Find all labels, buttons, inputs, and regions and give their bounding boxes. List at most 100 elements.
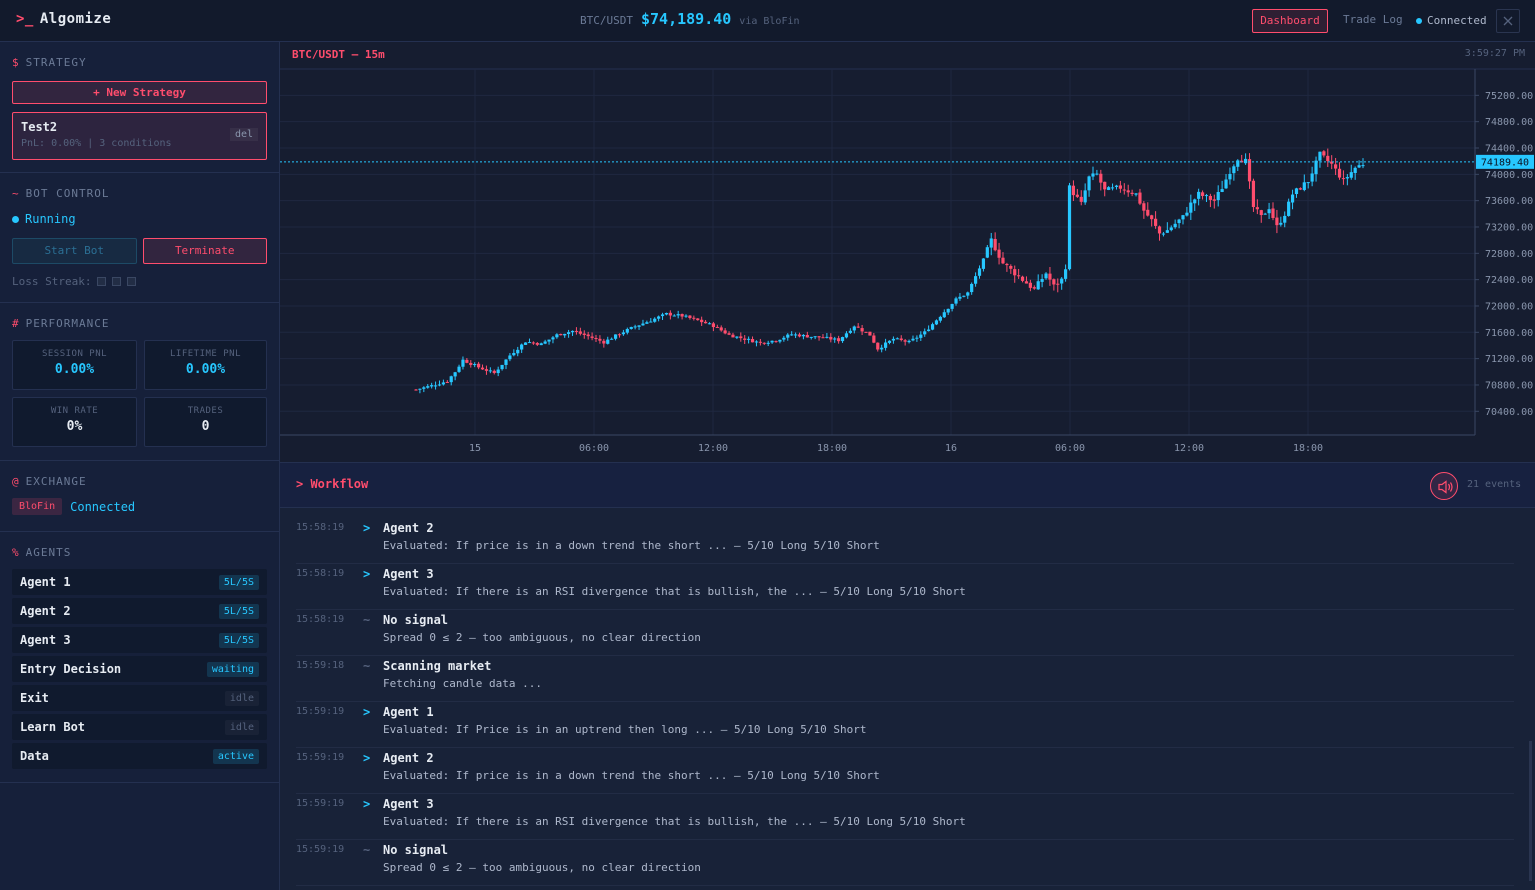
candle-body: [782, 337, 786, 340]
candle-body: [919, 334, 923, 338]
loss-streak-label: Loss Streak:: [12, 275, 92, 288]
agent-status-tag: 5L/5S: [218, 603, 259, 619]
chevron-right-icon: >: [363, 751, 371, 765]
candle-body: [1005, 263, 1009, 266]
event-time: 15:58:19: [296, 568, 345, 579]
agent-row[interactable]: Exit idle: [12, 685, 267, 711]
candle-body: [672, 315, 676, 317]
candle-body: [715, 326, 719, 328]
bot-control-section: ~ BOT CONTROL Running Start Bot Terminate…: [0, 173, 279, 303]
candle-body: [927, 329, 931, 332]
agent-row[interactable]: Entry Decision waiting: [12, 656, 267, 682]
candle-body: [1337, 168, 1342, 178]
app-logo[interactable]: >_ Algomize: [16, 11, 111, 27]
candle-body: [1150, 215, 1154, 220]
workflow-event: 15:59:19 > Agent 2 Evaluated: If price is i…: [296, 748, 1514, 794]
dashboard-button[interactable]: Dashboard: [1252, 9, 1328, 33]
candle-body: [719, 327, 723, 331]
exchange-heading: @ EXCHANGE: [12, 475, 267, 488]
agent-row[interactable]: Learn Bot idle: [12, 714, 267, 740]
candle-body: [1330, 161, 1334, 164]
candle-body: [1110, 187, 1115, 189]
agent-name: Exit: [20, 691, 49, 705]
candle-body: [1134, 193, 1138, 195]
candle-body: [750, 339, 755, 343]
agent-row[interactable]: Agent 2 5L/5S: [12, 598, 267, 624]
candle-body: [821, 337, 825, 339]
candle-body: [516, 349, 520, 354]
candle-body: [1349, 172, 1353, 178]
candle-body: [567, 332, 571, 335]
candle-body: [512, 353, 516, 356]
candle-body: [1200, 192, 1205, 196]
ticker-price: $74,189.40: [640, 10, 732, 28]
candle-body: [547, 339, 551, 342]
event-title: Agent 2: [383, 751, 434, 765]
y-tick-label: 74000.00: [1485, 170, 1533, 181]
delete-strategy-button[interactable]: del: [229, 128, 258, 141]
candle-body: [993, 238, 997, 251]
candle-body: [696, 318, 700, 321]
y-tick-label: 72000.00: [1485, 301, 1533, 312]
candle-body: [645, 322, 649, 324]
candle-body: [700, 319, 704, 323]
candle-body: [602, 340, 606, 344]
strategy-card[interactable]: Test2 PnL: 0.00% | 3 conditions del: [12, 112, 267, 160]
candlestick-chart[interactable]: 75200.00 74800.00 74400.00 74000.00 73600.00…: [280, 42, 1535, 462]
workflow-scrollbar[interactable]: [1529, 741, 1532, 881]
candle-body: [1314, 160, 1318, 175]
candle-body: [625, 329, 629, 333]
candle-body: [570, 330, 575, 333]
candle-body: [797, 334, 802, 337]
candle-body: [1232, 166, 1236, 174]
candle-body: [610, 338, 614, 340]
candle-body: [484, 369, 489, 371]
candle-body: [1247, 159, 1252, 182]
close-button[interactable]: [1496, 9, 1520, 33]
agent-status-tag: 5L/5S: [218, 574, 259, 590]
x-tick-label: 18:00: [1293, 443, 1323, 454]
candle-body: [1236, 160, 1240, 167]
candle-body: [1275, 217, 1279, 226]
app-name: Algomize: [39, 11, 112, 27]
candle-body: [414, 389, 418, 391]
agent-row[interactable]: Agent 1 5L/5S: [12, 569, 267, 595]
start-bot-button[interactable]: Start Bot: [12, 238, 137, 264]
candle-body: [574, 330, 579, 332]
candle-body: [1091, 173, 1095, 177]
candle-body: [1122, 189, 1126, 191]
trade-log-link[interactable]: Trade Log: [1343, 13, 1403, 26]
candle-body: [539, 343, 543, 346]
candle-body: [1056, 283, 1060, 285]
x-tick-label: 12:00: [698, 443, 728, 454]
workflow-title: > Workflow: [296, 477, 369, 491]
bot-control-title: BOT CONTROL: [25, 187, 110, 200]
candle-body: [774, 341, 778, 343]
hash-icon: #: [12, 317, 20, 330]
agent-row[interactable]: Data active: [12, 743, 267, 769]
last-price-badge: [1476, 154, 1534, 169]
candle-body: [825, 336, 829, 338]
candle-body: [437, 384, 442, 386]
event-title: No signal: [383, 843, 449, 857]
candle-body: [1036, 281, 1040, 290]
connection-status: Connected: [1416, 9, 1487, 33]
candle-body: [543, 341, 547, 344]
candle-body: [848, 330, 852, 333]
agent-row[interactable]: Agent 3 5L/5S: [12, 627, 267, 653]
candle-body: [1067, 185, 1072, 270]
event-time: 15:59:19: [296, 706, 345, 717]
terminate-button[interactable]: Terminate: [142, 238, 267, 264]
candle-body: [1271, 208, 1275, 218]
candle-body: [844, 333, 849, 338]
sound-toggle-button[interactable]: [1430, 472, 1458, 500]
candle-body: [958, 296, 962, 299]
event-time: 15:59:19: [296, 752, 345, 763]
exchange-title: EXCHANGE: [25, 475, 87, 488]
workflow-event: 15:58:19 > Agent 2 Evaluated: If price is i…: [296, 518, 1514, 564]
candle-body: [989, 238, 993, 248]
status-dot-icon: [1416, 18, 1422, 24]
candle-body: [707, 323, 712, 325]
new-strategy-button[interactable]: + New Strategy: [12, 81, 267, 104]
candle-body: [555, 334, 559, 338]
